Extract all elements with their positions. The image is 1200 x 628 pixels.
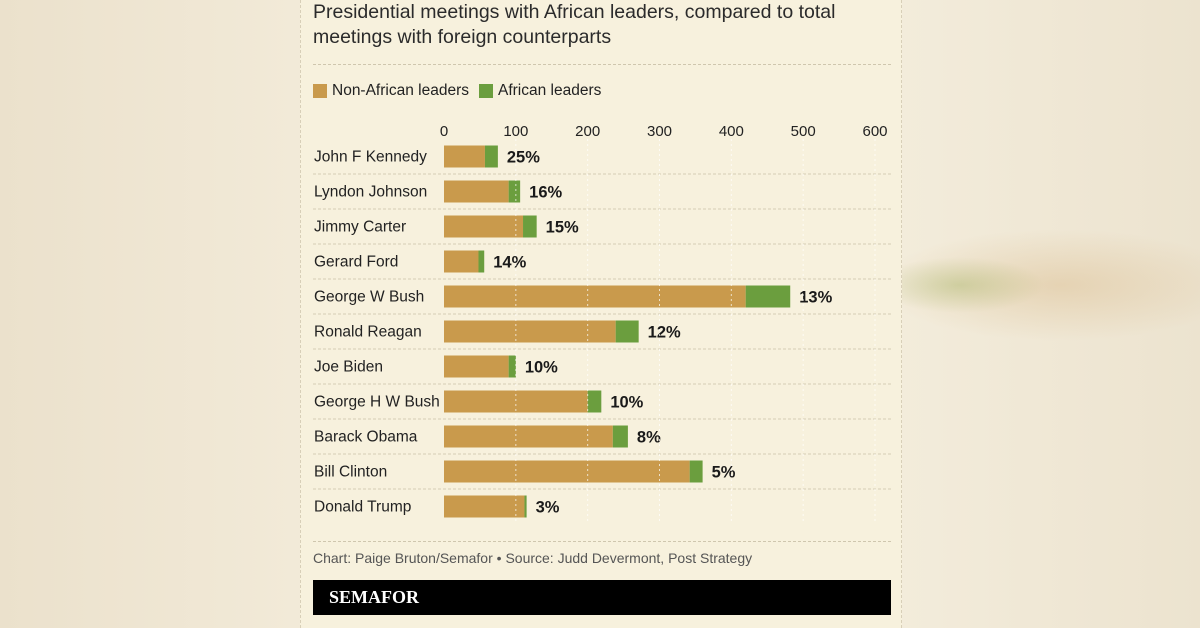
- percent-label: 12%: [648, 324, 681, 342]
- bar-non-african: [444, 355, 509, 378]
- percent-label: 15%: [546, 219, 579, 237]
- bar-non-african: [444, 145, 485, 168]
- legend-swatch-african: [478, 84, 493, 98]
- legend-swatch-non-african: [313, 84, 327, 98]
- x-tick-label: 600: [862, 123, 887, 140]
- bar-non-african: [444, 250, 479, 273]
- bar-african: [508, 355, 516, 378]
- bar-non-african: [444, 425, 613, 448]
- bar-non-african: [444, 390, 588, 413]
- bar-non-african: [444, 285, 746, 308]
- source-note: Chart: Paige Bruton/Semafor • Source: Ju…: [313, 550, 753, 566]
- x-tick-label: 100: [503, 123, 528, 140]
- legend-label-non-african: Non-African leaders: [332, 82, 469, 99]
- bar-non-african: [444, 215, 524, 238]
- category-label: Lyndon Johnson: [314, 184, 427, 201]
- x-tick-label: 300: [647, 123, 672, 140]
- bar-non-african: [444, 495, 525, 518]
- bar-african: [523, 215, 537, 238]
- bar-non-african: [444, 320, 616, 343]
- bar-non-african: [444, 180, 509, 203]
- percent-label: 5%: [712, 464, 736, 482]
- percent-label: 25%: [507, 149, 540, 167]
- x-tick-label: 200: [575, 123, 600, 140]
- category-label: George H W Bush: [314, 394, 440, 411]
- percent-label: 13%: [799, 289, 832, 307]
- bar-non-african: [444, 460, 690, 483]
- x-tick-label: 500: [791, 123, 816, 140]
- divider: [313, 64, 891, 65]
- category-label: Bill Clinton: [314, 464, 387, 481]
- semafor-logo: SEMAFOR: [313, 580, 891, 615]
- bar-african: [478, 250, 485, 273]
- chart-title: Presidential meetings with African leade…: [313, 1, 836, 48]
- x-tick-label: 0: [440, 123, 448, 140]
- bar-african: [612, 425, 628, 448]
- bar-african: [615, 320, 639, 343]
- bar-african: [587, 390, 602, 413]
- category-label: Ronald Reagan: [314, 324, 422, 341]
- chart-card: Presidential meetings with African leade…: [300, 0, 902, 628]
- legend-item-african: African leaders: [478, 82, 602, 100]
- category-label: Donald Trump: [314, 499, 411, 516]
- legend-label-african: African leaders: [497, 82, 602, 99]
- percent-label: 10%: [525, 359, 558, 377]
- legend: Non-African leaders African leaders: [313, 82, 611, 100]
- x-tick-label: 400: [719, 123, 744, 140]
- category-label: George W Bush: [314, 289, 424, 306]
- bar-chart: 0 100 200 300 400 500 600 John F Kennedy 25% Lynd…: [313, 123, 891, 524]
- percent-label: 8%: [637, 429, 661, 447]
- bar-african: [745, 285, 791, 308]
- category-label: Jimmy Carter: [314, 219, 406, 236]
- bar-african: [508, 180, 521, 203]
- legend-item-non-african: Non-African leaders: [313, 82, 469, 100]
- percent-label: 3%: [536, 499, 560, 517]
- bar-african: [689, 460, 703, 483]
- divider-bottom: [313, 541, 891, 542]
- category-label: Barack Obama: [314, 429, 418, 446]
- category-label: Gerard Ford: [314, 254, 398, 271]
- percent-label: 10%: [610, 394, 643, 412]
- bar-african: [484, 145, 498, 168]
- percent-label: 16%: [529, 184, 562, 202]
- category-label: John F Kennedy: [314, 149, 427, 166]
- category-label: Joe Biden: [314, 359, 383, 376]
- bar-african: [524, 495, 527, 518]
- percent-label: 14%: [493, 254, 526, 272]
